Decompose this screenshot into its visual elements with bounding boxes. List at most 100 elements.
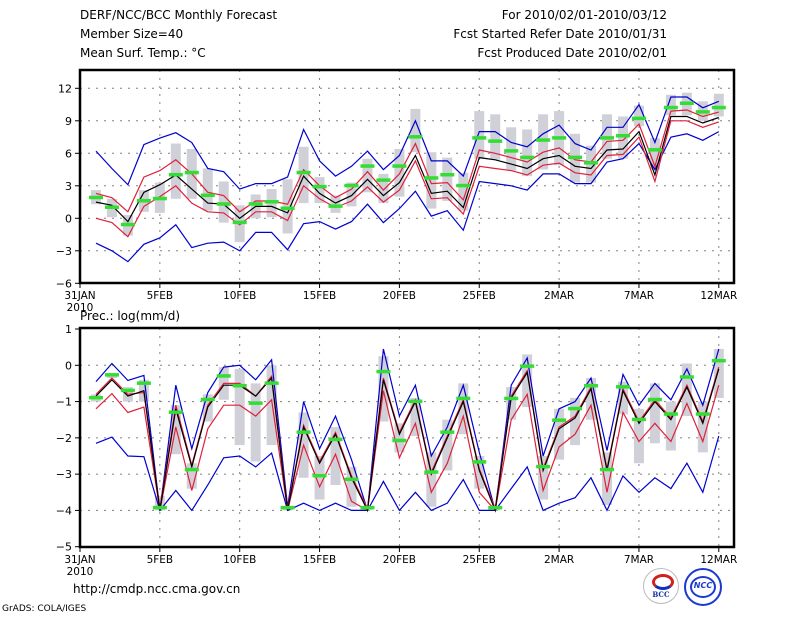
ncc-logo: NCC — [684, 568, 722, 606]
observed-marker — [504, 149, 519, 153]
ensemble-min-line — [95, 435, 720, 512]
observed-marker — [392, 438, 407, 443]
observed-marker — [312, 184, 327, 189]
spread-box — [474, 455, 485, 489]
observed-marker — [520, 155, 535, 160]
x-tick-label: 25FEB — [463, 290, 496, 302]
ncc-logo-globe — [690, 576, 716, 598]
spread-box — [570, 397, 581, 446]
y-tick-label: 1 — [65, 323, 72, 336]
spread-box — [250, 383, 261, 462]
observed-marker — [136, 381, 151, 385]
observed-marker — [424, 176, 439, 180]
y-tick-label: 0 — [65, 212, 72, 225]
y-tick-label: −1 — [56, 396, 72, 409]
observed-marker — [568, 155, 583, 160]
bcc-logo-mark — [652, 574, 674, 590]
y-tick-label: 9 — [65, 115, 72, 128]
observed-marker — [120, 222, 135, 227]
observed-marker — [344, 183, 359, 188]
observed-marker — [679, 101, 694, 105]
observed-marker — [264, 200, 279, 204]
observed-marker — [488, 139, 503, 143]
variable-label-prec: Prec.: log(mm/d) — [80, 309, 181, 323]
observed-marker — [280, 206, 295, 211]
spread-box — [154, 495, 165, 511]
spread-box — [426, 152, 437, 209]
y-tick-label: 12 — [58, 82, 72, 95]
observed-marker — [456, 183, 471, 188]
spread-box — [506, 127, 517, 171]
observed-marker — [711, 105, 726, 110]
observed-marker — [552, 418, 567, 422]
observed-marker — [584, 161, 599, 165]
observed-marker — [152, 196, 167, 201]
forecast-produced-date: Fcst Produced Date 2010/02/01 — [477, 46, 667, 60]
y-tick-label: 6 — [65, 147, 72, 160]
x-tick-label: 5FEB — [147, 290, 174, 302]
spread-box — [410, 108, 421, 153]
ensemble-max-line — [95, 348, 720, 511]
ensemble-min-line — [95, 131, 720, 263]
spread-box — [554, 408, 565, 460]
upper-spread-line — [95, 109, 719, 213]
observed-marker — [600, 467, 615, 472]
spread-box — [633, 105, 644, 127]
spread-box — [186, 463, 197, 489]
observed-marker — [328, 437, 343, 442]
x-tick-label: 10FEB — [223, 554, 256, 566]
ncc-logo-text: NCC — [693, 581, 713, 590]
spread-box — [298, 146, 309, 204]
spread-box — [394, 423, 405, 453]
x-tick-label: 2MAR — [544, 554, 574, 566]
y-tick-label: −3 — [56, 245, 72, 258]
observed-marker — [280, 505, 295, 510]
spread-box — [522, 354, 533, 408]
observed-marker — [136, 198, 151, 203]
observed-marker — [615, 133, 630, 138]
observed-marker — [168, 410, 183, 414]
spread-box — [633, 408, 644, 464]
spread-box — [346, 182, 357, 207]
spread-box — [378, 356, 389, 422]
bcc-logo: BCC — [643, 568, 679, 604]
spread-box — [602, 452, 613, 505]
observed-marker — [232, 383, 247, 388]
observed-marker — [232, 220, 247, 225]
observed-marker — [296, 170, 311, 175]
spread-box — [474, 111, 485, 159]
lower-spread-line — [95, 385, 720, 512]
spread-box — [506, 387, 517, 420]
observed-marker — [360, 505, 375, 510]
spread-box — [713, 348, 724, 398]
spread-box — [490, 114, 501, 160]
observed-marker — [631, 417, 646, 422]
member-size-label: Member Size=40 — [80, 27, 184, 41]
ensemble-mean-line — [95, 368, 720, 513]
spread-box — [202, 168, 213, 211]
observed-marker — [88, 395, 103, 400]
observed-marker — [504, 396, 519, 401]
spread-box — [314, 177, 325, 204]
x-tick-label: 12MAR — [700, 290, 737, 302]
observed-marker — [328, 204, 343, 208]
observed-marker — [647, 397, 662, 402]
observed-marker — [376, 178, 391, 182]
variable-label-temp: Mean Surf. Temp.: °C — [80, 46, 206, 60]
y-tick-label: 3 — [65, 180, 72, 193]
observed-marker — [376, 369, 391, 374]
plot-frame — [78, 326, 736, 549]
spread-box — [362, 158, 373, 193]
spread-box — [106, 376, 117, 378]
observed-marker — [520, 364, 535, 368]
observed-marker — [216, 374, 231, 378]
observed-marker — [184, 467, 199, 472]
spread-box — [665, 94, 676, 116]
y-tick-label: 0 — [65, 359, 72, 372]
observed-marker — [456, 396, 471, 401]
source-url[interactable]: http://cmdp.ncc.cma.gov.cn — [73, 582, 241, 596]
y-tick-label: −2 — [56, 432, 72, 445]
spread-box — [617, 381, 628, 415]
plot-frame — [78, 68, 736, 285]
observed-marker — [695, 110, 710, 114]
